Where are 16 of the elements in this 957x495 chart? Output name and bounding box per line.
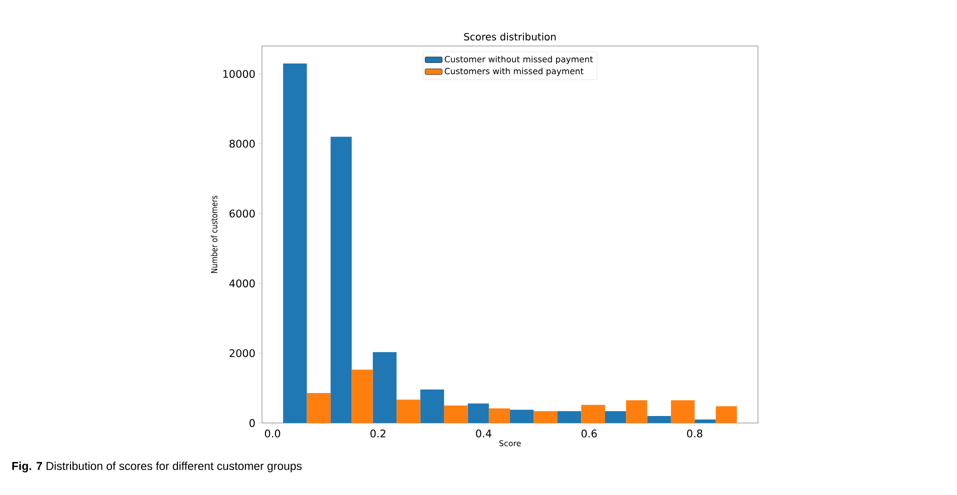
y-axis-title: Number of customers <box>210 196 218 273</box>
y-tick-label: 4000 <box>229 279 255 288</box>
y-tick-label: 2000 <box>230 349 255 358</box>
legend-label: Customer without missed payment <box>444 56 593 64</box>
text: Fig. 7 Distribution of scores for different customer groups <box>12 462 302 472</box>
y-tick-label: 0 <box>250 419 255 427</box>
x-tick-label: 0.4 <box>476 430 492 438</box>
x-tick-label: 0.2 <box>370 430 386 438</box>
chart-title: Scores distribution <box>464 32 556 40</box>
x-tick-label: 0.8 <box>687 430 702 438</box>
y-tick-label: 8000 <box>230 140 255 148</box>
y-tick-label: 10000 <box>223 70 255 78</box>
y-tick-label: 6000 <box>230 210 255 218</box>
legend-label: Customers with missed payment <box>444 68 584 76</box>
x-tick-label: 0.6 <box>582 430 597 438</box>
x-tick-label: 0.0 <box>264 430 280 438</box>
